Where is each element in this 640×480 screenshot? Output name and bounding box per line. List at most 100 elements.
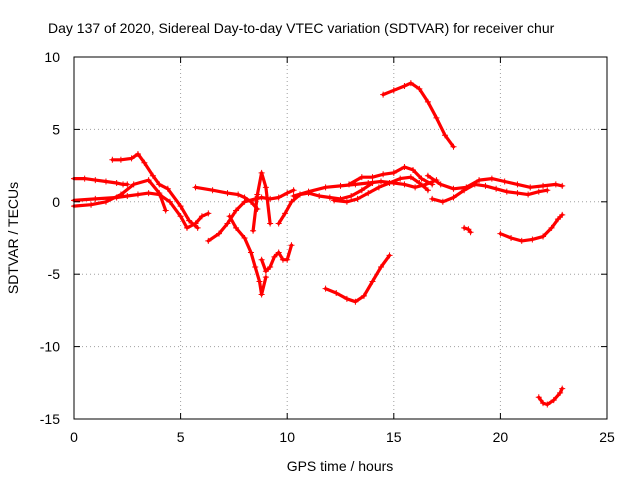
data-point xyxy=(380,91,387,98)
data-point xyxy=(378,263,385,270)
data-point xyxy=(262,268,269,275)
data-point xyxy=(88,201,95,208)
y-tick-labels: 10 5 0 -5 -10 -15 xyxy=(40,49,60,427)
data-point xyxy=(81,175,88,182)
data-point xyxy=(164,185,171,192)
series-arc-2 xyxy=(71,190,212,231)
data-point xyxy=(525,191,532,198)
data-point xyxy=(305,188,312,195)
series-arc-12 xyxy=(331,174,431,205)
data-point xyxy=(375,184,382,191)
x-axis-label: GPS time / hours xyxy=(287,458,394,474)
data-point xyxy=(258,194,265,201)
series-line xyxy=(251,171,272,233)
data-point xyxy=(429,195,436,202)
data-point xyxy=(503,188,510,195)
data-point xyxy=(130,181,137,188)
series-line xyxy=(72,191,210,230)
y-tick-label: 5 xyxy=(52,121,60,137)
data-point xyxy=(209,187,216,194)
series-arc-17 xyxy=(429,181,551,205)
data-point xyxy=(354,195,361,202)
data-point xyxy=(358,187,365,194)
data-point xyxy=(145,177,152,184)
data-point xyxy=(92,177,99,184)
data-point xyxy=(386,252,393,259)
data-point xyxy=(267,220,274,227)
data-point xyxy=(149,172,156,179)
data-point xyxy=(346,181,353,188)
data-point xyxy=(215,230,222,237)
data-point xyxy=(529,236,536,243)
series-layer xyxy=(71,80,566,408)
data-point xyxy=(241,198,248,205)
data-point xyxy=(348,193,355,200)
data-point xyxy=(343,198,350,205)
data-point xyxy=(226,213,233,220)
data-point xyxy=(326,194,333,201)
data-point xyxy=(493,185,500,192)
data-point xyxy=(527,184,534,191)
data-point xyxy=(258,256,265,263)
chart-title: Day 137 of 2020, Sidereal Day-to-day VTE… xyxy=(48,20,555,36)
data-point xyxy=(275,194,282,201)
series-arc-20 xyxy=(535,385,566,408)
data-point xyxy=(424,187,431,194)
data-point xyxy=(166,198,173,205)
data-point xyxy=(407,174,414,181)
data-point xyxy=(124,181,131,188)
data-point xyxy=(540,400,547,407)
y-tick-label: 10 xyxy=(44,49,60,65)
data-point xyxy=(128,155,135,162)
data-point xyxy=(333,290,340,297)
y-tick-label: -5 xyxy=(48,266,61,282)
data-point xyxy=(282,210,289,217)
data-point xyxy=(343,295,350,302)
data-point xyxy=(424,98,431,105)
data-point xyxy=(471,181,478,188)
data-point xyxy=(501,178,508,185)
data-point xyxy=(397,175,404,182)
data-point xyxy=(401,82,408,89)
data-point xyxy=(369,278,376,285)
data-point xyxy=(467,229,474,236)
data-point xyxy=(401,164,408,171)
x-tick-label: 10 xyxy=(279,429,295,445)
data-point xyxy=(369,174,376,181)
data-point xyxy=(407,80,414,87)
data-point xyxy=(109,156,116,163)
data-point xyxy=(552,181,559,188)
data-point xyxy=(461,187,468,194)
x-tick-label: 20 xyxy=(493,429,509,445)
data-point xyxy=(514,181,521,188)
data-point xyxy=(275,220,282,227)
data-point xyxy=(316,193,323,200)
data-point xyxy=(205,210,212,217)
data-point xyxy=(235,191,242,198)
data-point xyxy=(205,237,212,244)
data-point xyxy=(224,220,231,227)
plot-frame xyxy=(73,56,608,420)
data-point xyxy=(550,397,557,404)
series-line xyxy=(426,174,564,191)
data-point xyxy=(497,230,504,237)
x-tick-labels: 0 5 10 15 20 25 xyxy=(70,429,615,445)
data-point xyxy=(416,179,423,186)
series-line xyxy=(193,185,259,211)
data-point xyxy=(290,187,297,194)
data-point xyxy=(441,132,448,139)
data-point xyxy=(461,224,468,231)
data-point xyxy=(288,242,295,249)
y-tick-label: -15 xyxy=(40,411,60,427)
data-point xyxy=(540,233,547,240)
y-tick-label: 0 xyxy=(52,194,60,210)
data-point xyxy=(401,181,408,188)
data-point xyxy=(559,211,566,218)
data-point xyxy=(439,198,446,205)
data-point xyxy=(482,182,489,189)
data-point xyxy=(258,169,265,176)
data-point xyxy=(476,177,483,184)
data-point xyxy=(102,178,109,185)
data-point xyxy=(450,185,457,192)
data-point xyxy=(548,224,555,231)
